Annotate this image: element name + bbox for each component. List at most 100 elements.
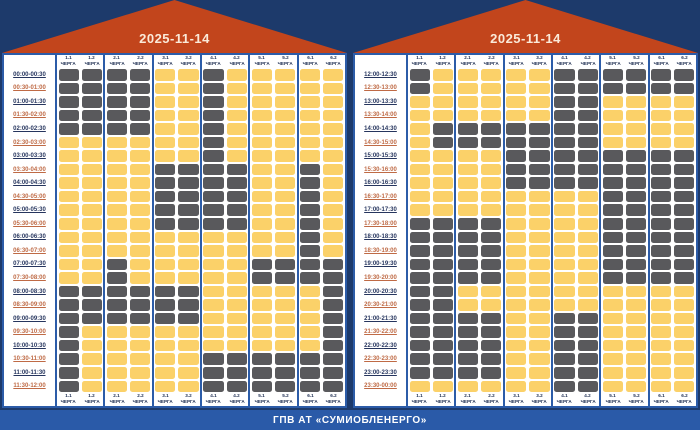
outage-cell	[300, 299, 321, 311]
outage-cell	[529, 69, 550, 81]
outage-cell	[251, 218, 272, 230]
outage-cell	[506, 218, 527, 230]
outage-cell	[251, 258, 272, 271]
outage-cell	[432, 245, 453, 257]
queue-label: 5.2 ЧЕРГА	[628, 393, 644, 405]
outage-cell	[203, 163, 224, 176]
schedule-grid-left: 00:00-00:30 00:30-01:00 01:00-01:30 01:30-0…	[2, 53, 347, 408]
outage-cell	[506, 272, 527, 284]
queue-footer-row: 3.1 ЧЕРГА 3.2 ЧЕРГА	[505, 393, 551, 406]
outage-cell	[481, 69, 502, 81]
outage-cell	[155, 177, 176, 189]
outage-cell	[106, 339, 127, 352]
groups: 1.1 ЧЕРГА 1.2 ЧЕРГА 1.1 ЧЕРГА 1.2 ЧЕРГА 2.1 ЧЕРГА…	[406, 55, 696, 406]
outage-cell	[106, 190, 127, 203]
outage-cell	[81, 245, 102, 257]
outage-cell	[481, 353, 502, 366]
time-slot-label: 10:00-10:30	[13, 342, 46, 349]
outage-cell	[178, 109, 199, 122]
outage-cell	[251, 82, 272, 95]
outage-cell	[432, 177, 453, 189]
outage-cell	[251, 231, 272, 244]
time-slot-label: 11:00-11:30	[13, 369, 46, 376]
outage-cell	[323, 299, 344, 311]
time-slot-label: 21:30-22:00	[364, 329, 397, 336]
outage-cell	[251, 204, 272, 217]
outage-cell	[58, 218, 79, 230]
outage-cell	[409, 380, 430, 393]
outage-cell	[554, 96, 575, 108]
outage-cell	[674, 245, 695, 257]
outage-cell	[577, 272, 598, 284]
outage-cell	[625, 312, 647, 325]
outage-cell	[432, 299, 453, 311]
outage-cell	[602, 285, 623, 298]
outage-cell	[130, 136, 151, 149]
outage-cell	[155, 231, 176, 244]
outage-cell	[203, 69, 224, 81]
time-slot-label: 01:30-02:00	[13, 112, 46, 119]
outage-cell	[274, 123, 296, 135]
outage-cell	[602, 312, 623, 325]
outage-cell	[409, 204, 430, 217]
outage-cell	[529, 150, 550, 162]
outage-cell	[323, 190, 344, 203]
outage-cell	[602, 299, 623, 311]
outage-cell	[481, 312, 502, 325]
outage-cell	[226, 150, 247, 162]
time-slot-label: 11:30-12:00	[13, 383, 46, 390]
time-slot-label: 10:30-11:00	[13, 356, 46, 363]
outage-cell	[130, 69, 151, 81]
outage-cell	[577, 339, 598, 352]
outage-cell	[432, 258, 453, 271]
outage-cell	[602, 82, 623, 95]
outage-cell	[409, 231, 430, 244]
outage-cell	[274, 96, 296, 108]
outage-cell	[577, 109, 598, 122]
outage-cell	[651, 136, 672, 149]
queue-header-row: 1.1 ЧЕРГА 1.2 ЧЕРГА	[408, 55, 454, 68]
outage-cell	[506, 69, 527, 81]
outage-cell	[554, 245, 575, 257]
time-slot-label: 12:00-12:30	[364, 71, 397, 78]
outage-cell	[457, 312, 478, 325]
outage-cell	[457, 136, 478, 149]
queue-label: 1.1 ЧЕРГА	[61, 393, 77, 405]
outage-cell	[178, 136, 199, 149]
queue-header-row: 4.1 ЧЕРГА 4.2 ЧЕРГА	[202, 55, 248, 68]
outage-cell	[58, 69, 79, 81]
outage-cell	[577, 123, 598, 135]
outage-cell	[432, 136, 453, 149]
outage-cell	[506, 245, 527, 257]
outage-cell	[323, 353, 344, 366]
outage-cell	[409, 136, 430, 149]
queue-label: 4.2 ЧЕРГА	[580, 55, 596, 67]
outage-cell	[300, 136, 321, 149]
outage-cell	[251, 339, 272, 352]
schedule-house-right: 2025-11-14 12:00-12:30 12:30-13:00 13:00-1…	[353, 0, 698, 408]
outage-cell	[251, 150, 272, 162]
outage-cell	[554, 136, 575, 149]
outage-cell	[651, 190, 672, 203]
outage-cell	[577, 312, 598, 325]
outage-cell	[529, 123, 550, 135]
outage-cell	[409, 163, 430, 176]
outage-cell	[577, 258, 598, 271]
outage-cell	[481, 245, 502, 257]
outage-cell	[506, 285, 527, 298]
outage-cell	[203, 136, 224, 149]
outage-cell	[651, 177, 672, 189]
outage-cell	[58, 96, 79, 108]
queue-footer-row: 5.1 ЧЕРГА 5.2 ЧЕРГА	[250, 393, 296, 406]
outage-cell	[432, 231, 453, 244]
outage-cell	[506, 326, 527, 338]
outage-cell	[58, 136, 79, 149]
schedule-house-left: 2025-11-14 00:00-00:30 00:30-01:00 01:00-0…	[2, 0, 347, 408]
outage-cell	[106, 218, 127, 230]
outage-cell	[130, 190, 151, 203]
time-slot-label: 08:00-08:30	[13, 288, 46, 295]
outage-cell	[651, 258, 672, 271]
outage-cell	[155, 136, 176, 149]
outage-cell	[155, 150, 176, 162]
outage-cell	[155, 163, 176, 176]
